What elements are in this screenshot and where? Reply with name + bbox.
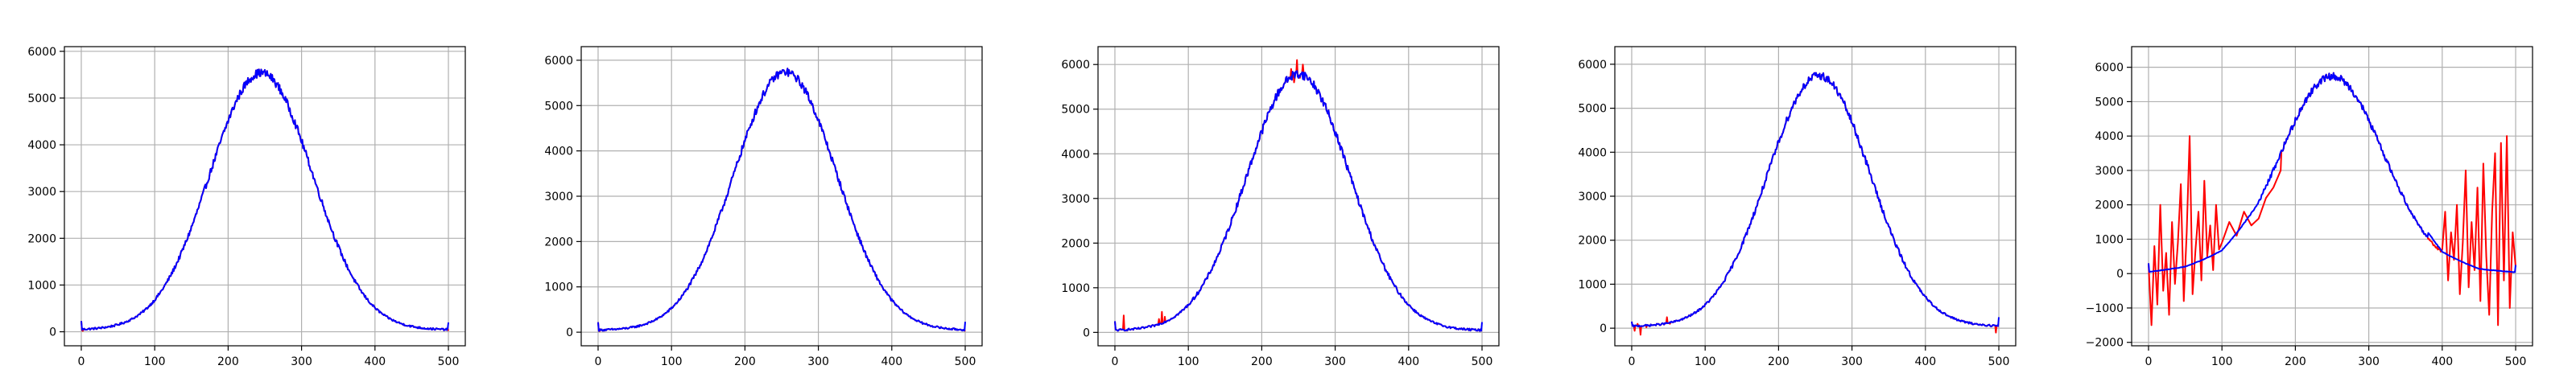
x-tick-label: 100 [1695,355,1716,368]
axes-frame [2131,46,2533,347]
y-tick-label: 2000 [1061,237,1090,250]
x-tick-label: 0 [78,355,85,368]
plot-area [597,68,967,332]
x-tick-label: 400 [881,355,902,368]
x-tick-label: 400 [1914,355,1936,368]
x-tick-label: 200 [2285,355,2306,368]
plot-area [2147,72,2517,326]
y-tick-label: 2000 [2095,199,2124,212]
y-tick-label: 4000 [2095,130,2124,143]
chart-panel-2: 0 100 200 300 400 500010002000300040005000600… [544,46,983,368]
fitted-series-line [1630,72,2000,328]
y-tick-label: 3000 [27,186,56,199]
y-tick-label: 1000 [2095,233,2124,246]
y-tick-label: 5000 [1061,104,1090,117]
x-tick-label: 300 [807,355,829,368]
y-tick-label: 1000 [544,281,573,294]
chart-panel-4: 0 100 200 300 400 500010002000300040005000600… [1578,46,2017,368]
x-tick-label: 100 [1178,355,1199,368]
x-tick-label: 300 [1841,355,1863,368]
y-tick-label: −2000 [2086,337,2124,350]
x-tick-label: 0 [1629,355,1636,368]
x-tick-label: 100 [2211,355,2233,368]
y-tick-label: 3000 [1578,191,1607,203]
y-tick-label: 5000 [544,100,573,113]
y-tick-label: 0 [2116,268,2124,281]
y-tick-label: 1000 [1061,282,1090,295]
y-tick-label: 1000 [1578,278,1607,291]
y-tick-label: 4000 [544,146,573,158]
y-tick-label: 6000 [27,46,56,59]
y-tick-label: 5000 [27,92,56,105]
x-tick-label: 400 [2431,355,2453,368]
y-tick-label: 3000 [1061,193,1090,206]
y-tick-label: 6000 [1578,59,1607,72]
y-tick-label: 0 [566,326,573,339]
fitted-series-line [597,68,967,332]
x-tick-label: 100 [661,355,683,368]
x-tick-label: 500 [955,355,976,368]
y-tick-label: 2000 [1578,235,1607,248]
x-tick-label: 200 [217,355,239,368]
x-tick-label: 200 [734,355,756,368]
x-tick-label: 300 [1324,355,1346,368]
plot-area [1630,72,2000,336]
fitted-series-line [1113,70,1484,332]
y-tick-label: 3000 [544,191,573,203]
x-tick-label: 200 [1251,355,1273,368]
x-tick-label: 0 [2145,355,2153,368]
chart-panel-5: 0 100 200 300 400 500 −2000 −1000 0 1000 2000 3000 4… [2086,46,2533,368]
plot-area [1113,59,1484,332]
chart-panel-3: 0 100 200 300 400 500010002000300040005000600… [1061,46,1500,368]
y-tick-label: 0 [1083,326,1090,339]
y-tick-label: 0 [49,326,56,339]
x-tick-label: 0 [595,355,602,368]
y-tick-label: −1000 [2086,302,2124,315]
y-tick-label: 0 [1600,322,1607,335]
fitted-series-line [80,68,450,331]
y-tick-label: 6000 [2095,62,2124,75]
y-tick-label: 3000 [2095,165,2124,178]
y-tick-label: 6000 [1061,59,1090,72]
fitted-series-line [2147,72,2517,273]
x-tick-label: 200 [1768,355,1790,368]
x-tick-label: 100 [144,355,166,368]
y-tick-label: 4000 [27,139,56,152]
x-tick-label: 300 [2358,355,2380,368]
plot-area [80,68,450,332]
y-tick-label: 5000 [1578,103,1607,116]
x-tick-label: 400 [1397,355,1419,368]
x-tick-label: 300 [291,355,312,368]
x-tick-label: 500 [438,355,460,368]
axes-frame [64,46,466,347]
y-tick-label: 2000 [544,236,573,248]
y-tick-label: 5000 [2095,96,2124,109]
y-tick-label: 4000 [1578,146,1607,159]
y-tick-label: 2000 [27,232,56,245]
y-tick-label: 1000 [27,279,56,292]
x-tick-label: 400 [364,355,386,368]
x-tick-label: 500 [2505,355,2527,368]
x-tick-label: 500 [1988,355,2010,368]
x-tick-label: 500 [1472,355,1493,368]
chart-panel-1: 0 100 200 300 400 500010002000300040005000600… [27,46,466,368]
y-tick-label: 6000 [544,55,573,68]
y-tick-label: 4000 [1061,148,1090,161]
x-tick-label: 0 [1112,355,1119,368]
axes-frame [1097,46,1500,347]
